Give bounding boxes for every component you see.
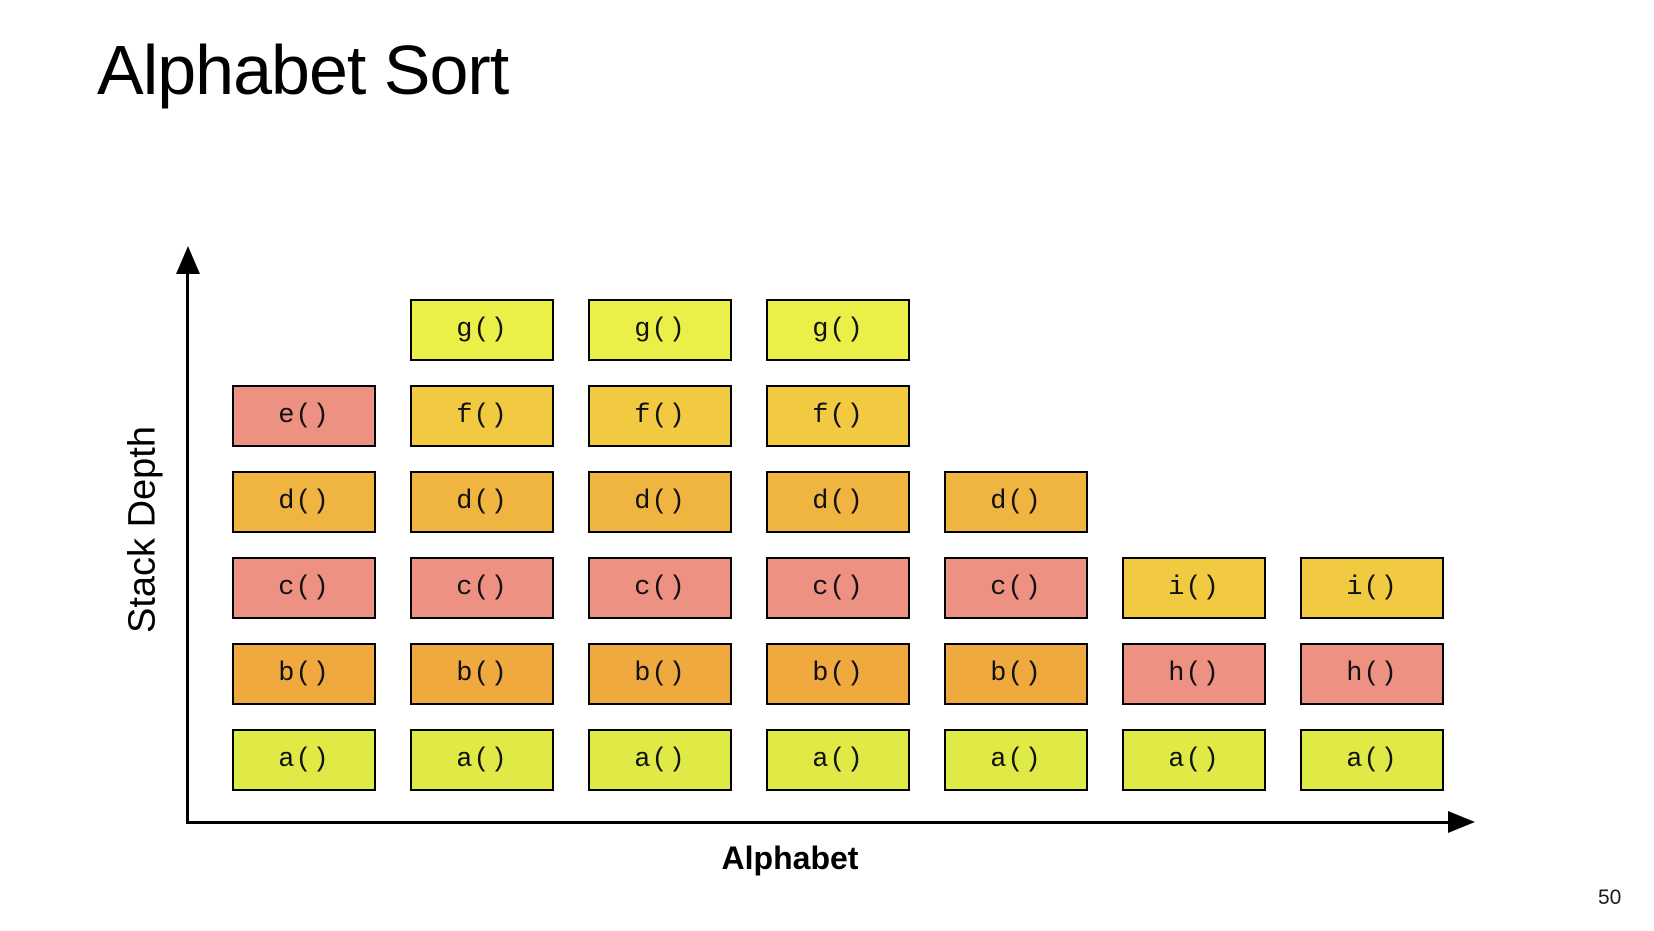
stack-frame: g() bbox=[588, 299, 732, 361]
stack-frame: g() bbox=[766, 299, 910, 361]
stack-frame: a() bbox=[588, 729, 732, 791]
stack-frame: a() bbox=[232, 729, 376, 791]
stack-frame: b() bbox=[410, 643, 554, 705]
stack-frame: d() bbox=[766, 471, 910, 533]
x-axis-arrow-icon bbox=[1448, 811, 1475, 833]
stack-frame: i() bbox=[1300, 557, 1444, 619]
page-number: 50 bbox=[1598, 886, 1622, 909]
stack-frame: h() bbox=[1122, 643, 1266, 705]
stack-frame: f() bbox=[410, 385, 554, 447]
stack-frame: b() bbox=[588, 643, 732, 705]
stack-frame: g() bbox=[410, 299, 554, 361]
y-axis-line bbox=[186, 252, 189, 824]
stack-frame: b() bbox=[766, 643, 910, 705]
stack-frame: d() bbox=[410, 471, 554, 533]
stack-frame: c() bbox=[944, 557, 1088, 619]
stack-frame: a() bbox=[944, 729, 1088, 791]
stack-frame: f() bbox=[766, 385, 910, 447]
stack-frame: i() bbox=[1122, 557, 1266, 619]
x-axis-line bbox=[186, 821, 1452, 824]
stack-frame: a() bbox=[1300, 729, 1444, 791]
stack-frame: d() bbox=[944, 471, 1088, 533]
stack-frame: a() bbox=[1122, 729, 1266, 791]
x-axis-label: Alphabet bbox=[721, 840, 859, 876]
stack-frame: a() bbox=[766, 729, 910, 791]
stack-frame: a() bbox=[410, 729, 554, 791]
stack-frame: c() bbox=[410, 557, 554, 619]
stack-frame: d() bbox=[588, 471, 732, 533]
stack-frame: b() bbox=[944, 643, 1088, 705]
stack-frame: c() bbox=[588, 557, 732, 619]
stack-frame: b() bbox=[232, 643, 376, 705]
slide-title: Alphabet Sort bbox=[97, 31, 509, 109]
stack-frame: c() bbox=[766, 557, 910, 619]
stack-frame: e() bbox=[232, 385, 376, 447]
stack-frame: c() bbox=[232, 557, 376, 619]
stack-frame: d() bbox=[232, 471, 376, 533]
y-axis-arrow-icon bbox=[176, 246, 200, 274]
stack-frame: h() bbox=[1300, 643, 1444, 705]
y-axis-label: Stack Depth bbox=[121, 426, 164, 633]
stack-frame: f() bbox=[588, 385, 732, 447]
